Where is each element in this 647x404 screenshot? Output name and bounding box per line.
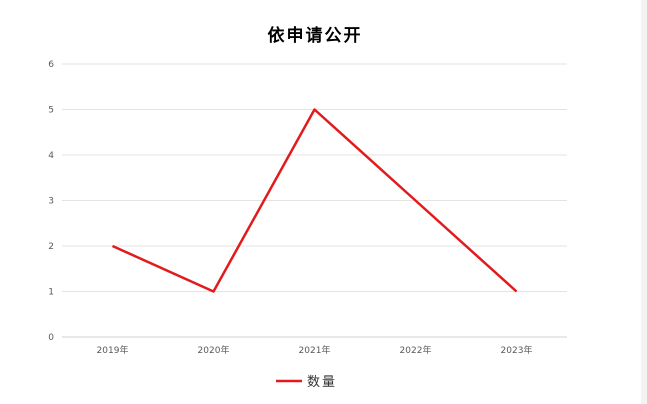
x-tick-label: 2021年: [299, 344, 331, 356]
chart-title: 依申请公开: [268, 25, 363, 46]
y-tick-label: 2: [48, 242, 54, 252]
scrollbar-strip: [641, 0, 647, 404]
y-tick-label: 6: [48, 60, 54, 70]
x-tick-label: 2022年: [400, 344, 432, 356]
y-tick-label: 5: [48, 106, 54, 116]
x-tick-label: 2023年: [501, 344, 533, 356]
x-tick-label: 2020年: [198, 344, 230, 356]
y-tick-label: 3: [48, 197, 54, 207]
y-tick-label: 1: [48, 288, 54, 298]
y-tick-label: 4: [48, 151, 54, 161]
legend-label: 数量: [307, 375, 337, 390]
x-tick-label: 2019年: [97, 344, 129, 356]
y-tick-label: 0: [48, 333, 54, 343]
